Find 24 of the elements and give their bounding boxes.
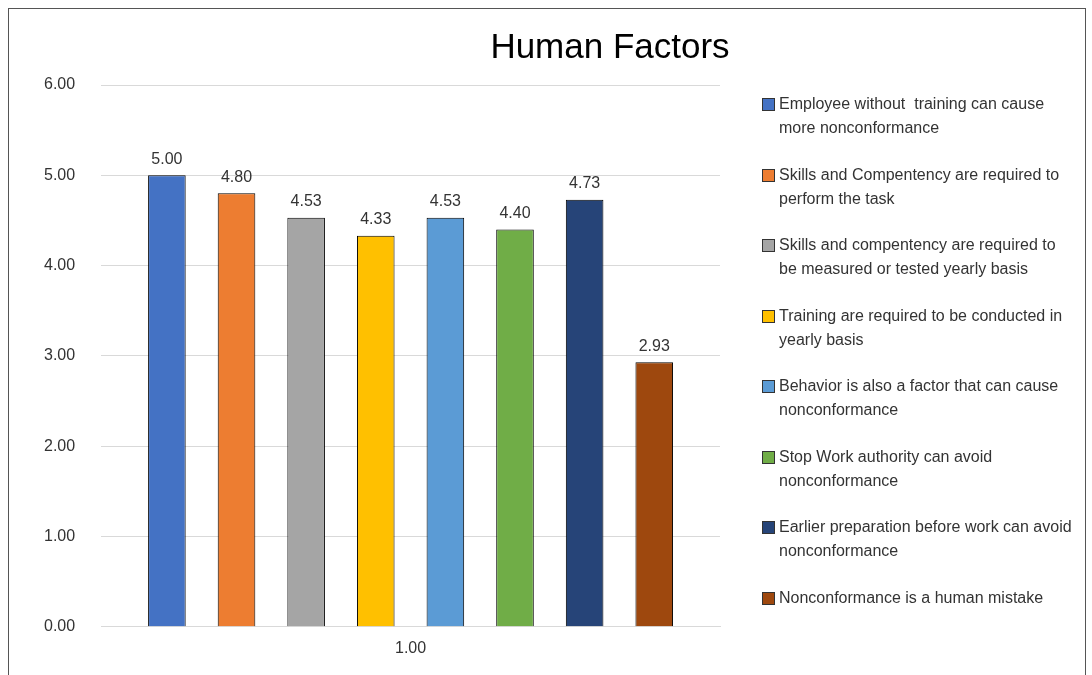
y-tick-label: 0.00 <box>44 617 76 635</box>
legend-label: Skills and compentency are required to be measured or tested yearly basis <box>779 235 1057 279</box>
y-tick-label: 2.00 <box>44 436 76 454</box>
data-label: 4.53 <box>429 192 462 210</box>
y-tick-label: 3.00 <box>44 346 76 364</box>
legend-label: Skills and Compentency are required to perform the task <box>779 164 1061 209</box>
data-label: 4.53 <box>290 192 322 210</box>
data-label: 2.93 <box>638 336 670 354</box>
data-label: 4.33 <box>360 210 392 228</box>
y-tick-label: 1.00 <box>44 526 76 544</box>
legend-label: Training are required to be conducted in yearly basis <box>779 305 1064 350</box>
legend-label: Employee without training can cause more nonconformance <box>779 94 1046 138</box>
data-label: 4.73 <box>569 174 601 192</box>
data-label: 4.80 <box>220 167 253 185</box>
data-label: 5.00 <box>151 149 183 167</box>
legend-label: Behavior is also a factor that can cause nonconformance <box>779 376 1060 420</box>
data-label: 4.40 <box>499 203 531 221</box>
legend-label: Stop Work authority can avoid nonconformance <box>779 446 994 491</box>
legend-label: Nonconformance is a human mistake <box>779 587 1044 608</box>
y-tick-label: 4.00 <box>44 256 76 274</box>
y-tick-label: 6.00 <box>44 75 76 93</box>
chart-title: Human Factors <box>489 26 731 66</box>
legend-label: Earlier preparation before work can avoid nonconformance <box>779 517 1072 561</box>
y-tick-label: 5.00 <box>44 165 76 183</box>
